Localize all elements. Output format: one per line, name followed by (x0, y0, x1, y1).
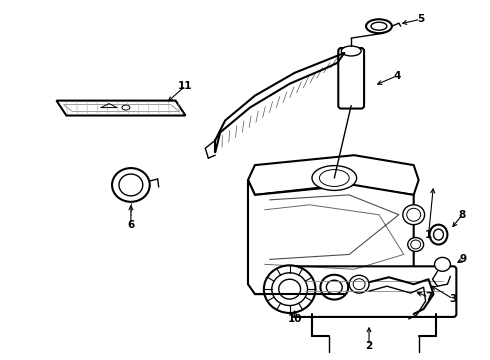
Text: 2: 2 (366, 341, 373, 351)
Ellipse shape (349, 275, 369, 293)
Text: 5: 5 (417, 14, 424, 24)
Ellipse shape (326, 280, 342, 294)
Ellipse shape (119, 174, 143, 196)
FancyBboxPatch shape (338, 48, 364, 109)
FancyBboxPatch shape (292, 266, 456, 317)
Text: 4: 4 (393, 71, 400, 81)
Ellipse shape (407, 208, 420, 221)
Polygon shape (248, 155, 418, 195)
Text: 10: 10 (287, 314, 302, 324)
Ellipse shape (264, 265, 316, 313)
Text: 1: 1 (425, 230, 432, 239)
Ellipse shape (272, 273, 308, 306)
Ellipse shape (319, 170, 349, 186)
Ellipse shape (434, 229, 443, 240)
Polygon shape (56, 100, 185, 116)
Ellipse shape (279, 279, 300, 299)
Text: 8: 8 (459, 210, 466, 220)
Ellipse shape (122, 105, 130, 110)
Polygon shape (248, 180, 414, 294)
Ellipse shape (371, 22, 387, 30)
Text: 11: 11 (178, 81, 193, 91)
Ellipse shape (112, 168, 150, 202)
Ellipse shape (341, 46, 361, 56)
Text: 7: 7 (425, 292, 432, 302)
Text: 3: 3 (450, 294, 457, 304)
Ellipse shape (353, 279, 365, 290)
Ellipse shape (403, 205, 425, 225)
Ellipse shape (408, 238, 424, 251)
Text: 9: 9 (460, 255, 467, 264)
Ellipse shape (320, 275, 348, 300)
Ellipse shape (435, 257, 450, 271)
Ellipse shape (411, 240, 420, 249)
Ellipse shape (366, 19, 392, 33)
Ellipse shape (312, 166, 357, 190)
Text: 6: 6 (127, 220, 135, 230)
Ellipse shape (430, 225, 447, 244)
